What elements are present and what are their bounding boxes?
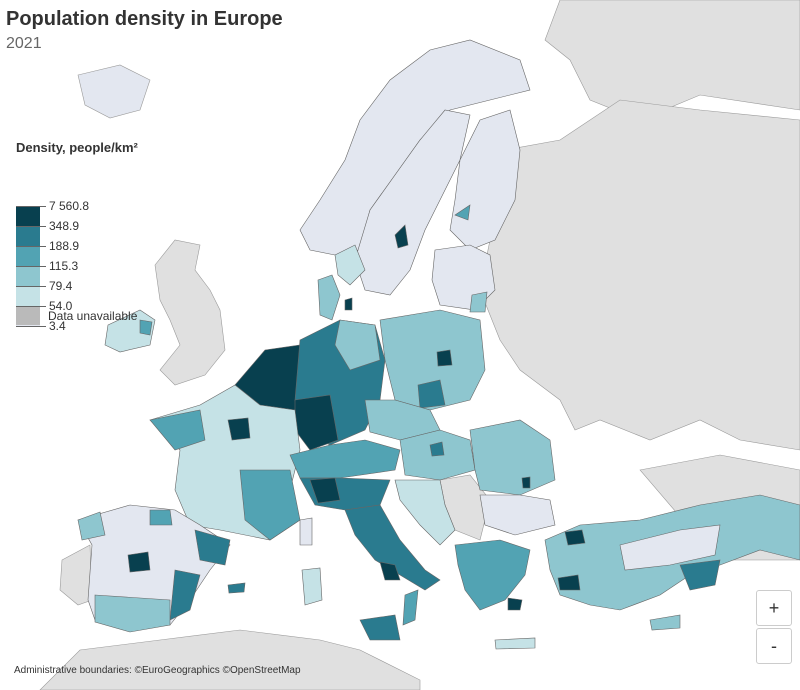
region-denmark[interactable]: [317, 274, 341, 321]
region-turkey-se[interactable]: [679, 559, 721, 591]
region-brittany[interactable]: [149, 409, 206, 451]
region-basque[interactable]: [149, 509, 173, 526]
map-title: Population density in Europe: [6, 8, 283, 30]
russia-land: [479, 99, 800, 451]
legend-label-2: 348.9: [49, 219, 80, 233]
legend-label-7: 3.4: [49, 319, 66, 333]
region-warsaw[interactable]: [436, 349, 453, 367]
legend-label-5: 79.4: [49, 279, 73, 293]
map-subtitle: 2021: [6, 35, 42, 52]
region-romania[interactable]: [469, 419, 556, 496]
region-balearics[interactable]: [227, 582, 246, 594]
region-silesia[interactable]: [417, 379, 446, 409]
legend-swatch-3: [16, 246, 40, 266]
greenland-land: [544, 0, 800, 121]
legend-swatch-2: [16, 226, 40, 246]
legend-unavailable: Data unavailable: [16, 307, 137, 325]
region-sweden[interactable]: [354, 109, 471, 296]
region-germany-east[interactable]: [334, 319, 381, 371]
legend-label-6: 54.0: [49, 299, 73, 313]
region-bulgaria[interactable]: [479, 494, 556, 536]
legend-scale: 7 560.8 348.9 188.9 115.3 79.4 54.0 3.4: [16, 169, 166, 333]
portugal-grey: [59, 544, 93, 606]
region-naples[interactable]: [379, 561, 401, 581]
legend-label-3: 188.9: [49, 239, 80, 253]
region-italy-peninsula[interactable]: [344, 504, 441, 591]
regions[interactable]: [77, 39, 800, 650]
iceland-land: [77, 64, 151, 119]
region-milan[interactable]: [309, 477, 341, 504]
attribution-text: Administrative boundaries: ©EuroGeograph…: [14, 665, 301, 676]
legend-tick-6: [16, 306, 46, 307]
region-rhine[interactable]: [294, 394, 339, 451]
legend-tick-7: [16, 326, 46, 327]
background-land: [39, 0, 800, 690]
legend-unavailable-label: Data unavailable: [48, 309, 138, 323]
legend-label-1: 7 560.8: [49, 199, 90, 213]
region-crete[interactable]: [494, 637, 536, 650]
region-bucharest[interactable]: [521, 476, 531, 489]
region-madrid[interactable]: [127, 551, 151, 573]
region-balkans-west[interactable]: [394, 479, 456, 546]
region-greece[interactable]: [454, 539, 531, 611]
region-poland[interactable]: [379, 309, 486, 411]
region-paris[interactable]: [227, 417, 251, 441]
region-turkey-central[interactable]: [619, 524, 721, 571]
legend-tick-2: [16, 226, 46, 227]
region-sicily[interactable]: [359, 614, 401, 641]
uk-land: [154, 239, 226, 386]
region-andalusia[interactable]: [94, 594, 171, 633]
legend-tick-5: [16, 286, 46, 287]
region-sardinia[interactable]: [301, 567, 323, 606]
region-stockholm[interactable]: [394, 224, 409, 249]
region-france-south[interactable]: [239, 469, 301, 541]
region-cyprus[interactable]: [649, 614, 681, 631]
region-athens[interactable]: [507, 597, 523, 611]
legend-label-4: 115.3: [49, 259, 79, 273]
legend: Density, people/km² 7 560.8 348.9 188.9 …: [16, 140, 166, 333]
region-izmir[interactable]: [557, 574, 581, 591]
legend-title: Density, people/km²: [16, 140, 138, 155]
region-norway-south[interactable]: [334, 244, 366, 286]
legend-swatch-5: [16, 286, 40, 306]
north-africa-land: [39, 629, 421, 690]
legend-swatch-4: [16, 266, 40, 286]
region-copenhagen[interactable]: [344, 297, 353, 311]
zoom-out-button[interactable]: -: [756, 628, 792, 664]
legend-tick-3: [16, 246, 46, 247]
zoom-in-button[interactable]: +: [756, 590, 792, 626]
region-budapest[interactable]: [429, 441, 445, 457]
legend-unavailable-swatch: [16, 307, 40, 325]
region-corsica[interactable]: [299, 517, 313, 546]
region-istanbul[interactable]: [564, 529, 586, 546]
region-helsinki[interactable]: [454, 204, 471, 221]
legend-tick-1: [16, 206, 46, 207]
region-dublin[interactable]: [139, 319, 153, 336]
region-galicia[interactable]: [77, 511, 106, 541]
region-catalonia[interactable]: [194, 529, 231, 566]
legend-swatch-1: [16, 206, 40, 226]
region-calabria[interactable]: [402, 589, 419, 626]
region-riga[interactable]: [469, 291, 488, 313]
region-valencia[interactable]: [169, 569, 201, 621]
legend-tick-4: [16, 266, 46, 267]
